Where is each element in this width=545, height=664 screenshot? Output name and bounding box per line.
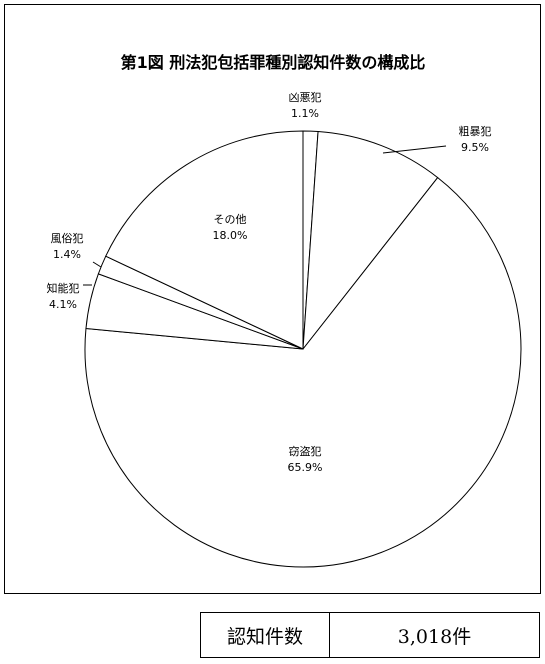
chart-title: 第1図 刑法犯包括罪種別認知件数の構成比 — [121, 53, 426, 72]
pie-slice-2 — [302, 130, 439, 351]
count-value: 3,018件 — [397, 625, 472, 648]
slice-value-label: 1.4% — [53, 248, 81, 261]
leader-line-2 — [382, 145, 447, 154]
slice-category-label: 知能犯 — [47, 281, 80, 295]
pie-slice-6 — [105, 130, 304, 350]
slice-value-label: 4.1% — [49, 298, 77, 311]
count-summary-table: 認知件数 3,018件 — [200, 612, 540, 658]
leader-lines — [83, 145, 447, 286]
pie-slice-3 — [84, 176, 522, 568]
pie-chart: 第1図 刑法犯包括罪種別認知件数の構成比 凶悪犯 1.1% 粗暴犯 9.5% 窃盗犯 65… — [47, 53, 522, 568]
pie-slices — [84, 130, 522, 568]
slice-category-label: 窃盗犯 — [289, 444, 322, 458]
count-label: 認知件数 — [201, 613, 330, 657]
slice-value-label: 18.0% — [213, 229, 248, 242]
leader-line-5 — [92, 261, 102, 268]
slice-category-label: 粗暴犯 — [459, 125, 492, 138]
slice-category-label: その他 — [214, 213, 247, 226]
slice-category-label: 凶悪犯 — [289, 91, 322, 104]
slice-value-label: 9.5% — [461, 141, 489, 154]
slice-labels: 凶悪犯 1.1% 粗暴犯 9.5% 窃盗犯 65.9% 知能犯 4.1% 風俗犯 1.4% その他 1… — [47, 91, 492, 474]
slice-value-label: 1.1% — [291, 107, 319, 120]
slice-category-label: 風俗犯 — [51, 232, 84, 245]
chart-frame: 第1図 刑法犯包括罪種別認知件数の構成比 凶悪犯 1.1% 粗暴犯 9.5% 窃盗犯 65… — [4, 4, 541, 594]
slice-value-label: 65.9% — [288, 461, 323, 474]
